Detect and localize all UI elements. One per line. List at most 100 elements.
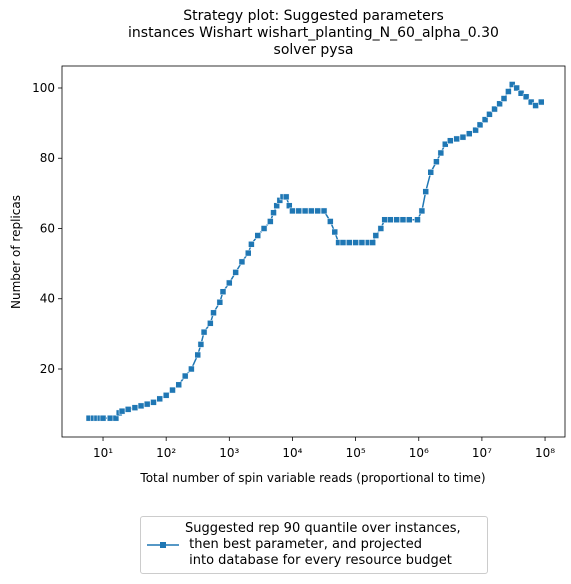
point <box>472 126 479 134</box>
x-axis-label: Total number of spin variable reads (pro… <box>139 471 485 485</box>
point <box>207 320 214 327</box>
point <box>532 102 539 109</box>
point <box>200 328 208 336</box>
point <box>481 116 489 123</box>
legend-label: Suggested rep 90 quantile over instances… <box>185 521 461 568</box>
legend-marker <box>147 542 179 548</box>
series-line <box>89 83 542 419</box>
point <box>267 218 274 225</box>
point <box>491 105 498 113</box>
point <box>358 239 366 246</box>
point <box>194 351 201 359</box>
y-tick-label: 100 <box>32 81 55 95</box>
point <box>295 207 303 215</box>
chart: Total number of spin variable reads (pro… <box>9 65 566 485</box>
point <box>301 207 309 215</box>
point <box>387 216 394 223</box>
point <box>372 232 380 239</box>
point <box>320 207 328 215</box>
chart-title: Strategy plot: Suggested parameters inst… <box>128 8 499 58</box>
legend: Suggested rep 90 quantile over instances… <box>140 516 488 574</box>
x-tick-label: 10⁵ <box>346 446 366 460</box>
point <box>369 239 376 246</box>
point <box>496 100 503 108</box>
x-tick-label: 10² <box>156 446 176 460</box>
y-tick-label: 40 <box>40 292 55 306</box>
point <box>517 90 525 97</box>
point <box>377 225 385 232</box>
point <box>393 216 400 223</box>
point <box>486 111 493 118</box>
point <box>175 381 182 389</box>
point <box>331 228 339 236</box>
point <box>406 216 413 223</box>
point <box>381 216 388 223</box>
y-tick-label: 20 <box>40 362 55 376</box>
point <box>466 130 473 137</box>
point <box>282 193 290 201</box>
point <box>427 169 435 176</box>
point <box>437 149 445 157</box>
point <box>150 399 157 406</box>
point <box>418 207 426 215</box>
point <box>99 414 107 422</box>
x-tick-label: 10³ <box>219 446 239 460</box>
point <box>245 249 252 257</box>
y-tick-label: 80 <box>40 151 55 165</box>
point <box>476 121 484 129</box>
legend-square <box>160 542 166 548</box>
point <box>270 209 277 216</box>
point <box>399 216 407 223</box>
point <box>500 95 508 102</box>
plot-frame <box>61 65 566 438</box>
point <box>232 269 239 276</box>
point <box>352 239 359 246</box>
point <box>210 309 217 317</box>
point <box>527 98 535 106</box>
point <box>156 395 163 403</box>
point <box>453 135 460 143</box>
point <box>339 239 347 246</box>
x-tick-label: 10¹ <box>93 446 113 460</box>
point <box>238 258 246 266</box>
point <box>442 140 449 148</box>
point <box>248 241 255 248</box>
point <box>522 93 530 101</box>
point <box>219 288 227 295</box>
point <box>169 386 176 394</box>
point <box>143 400 151 408</box>
point <box>308 207 315 215</box>
x-tick-label: 10⁶ <box>409 446 429 460</box>
point <box>505 88 512 95</box>
point <box>414 216 421 223</box>
point <box>314 207 321 215</box>
x-tick-label: 10⁴ <box>282 446 302 460</box>
point <box>118 407 126 415</box>
point <box>422 188 429 195</box>
y-axis-label: Number of replicas <box>9 195 23 309</box>
x-tick-label: 10⁷ <box>472 446 492 460</box>
point <box>106 414 114 422</box>
point <box>197 341 205 348</box>
point <box>181 372 189 380</box>
point <box>433 158 440 166</box>
y-tick-label: 60 <box>40 221 55 235</box>
point <box>131 404 139 411</box>
point <box>327 218 334 225</box>
point <box>216 299 224 306</box>
point <box>538 98 545 106</box>
point <box>459 133 467 141</box>
point <box>162 392 170 399</box>
point <box>513 84 520 92</box>
point <box>188 365 195 373</box>
point <box>346 239 353 246</box>
point <box>260 225 268 232</box>
point <box>447 137 454 144</box>
point <box>508 81 516 88</box>
point <box>124 406 132 413</box>
point <box>289 207 296 215</box>
point <box>137 402 145 410</box>
x-tick-label: 10⁸ <box>535 446 555 460</box>
point <box>226 279 233 287</box>
